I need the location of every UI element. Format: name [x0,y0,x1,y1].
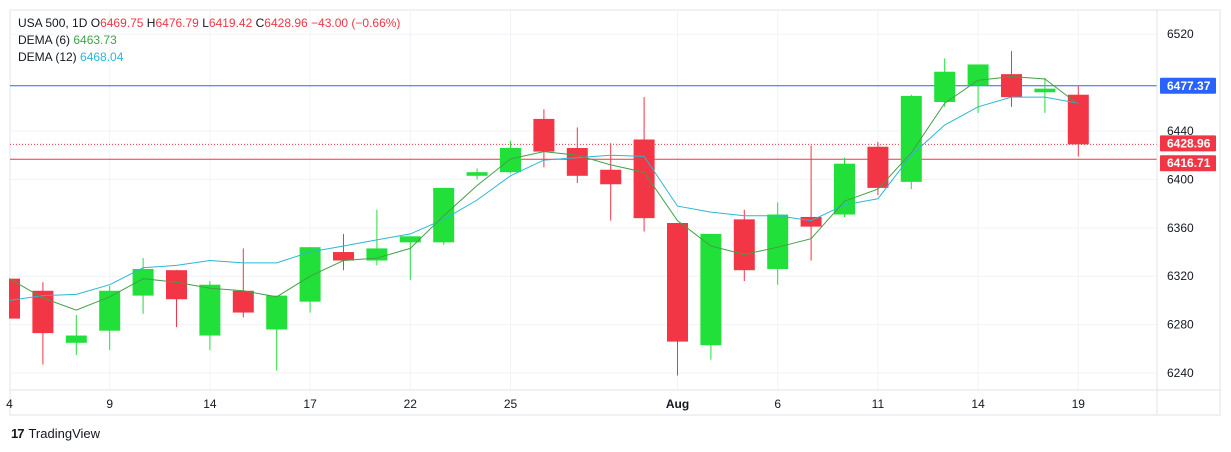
x-tick-label: 17 [303,397,317,411]
open-label: O [90,16,101,30]
x-tick-label: 14 [203,397,217,411]
x-tick-label: 4 [6,397,13,411]
y-tick-label: 6440 [1167,124,1194,138]
price-label-text: 6428.96 [1167,136,1211,150]
change-value: −43.00 (−0.66%) [311,16,401,30]
candle-body [667,222,688,342]
candle-body [10,278,20,319]
dema6-line [9,76,1079,311]
dema12-label: DEMA (12) [18,50,77,64]
candle-body [800,216,822,227]
price-label-bg [1160,135,1216,152]
candle-body [299,247,321,302]
symbol-label: USA 500, 1D [18,16,88,30]
x-tick-label: Aug [666,397,689,411]
candle-body [967,64,989,86]
y-tick-label: 6320 [1167,269,1194,283]
price-label-bg [1160,77,1216,94]
candle-body [600,169,622,185]
candle-body [166,270,187,300]
candle-body [767,214,789,269]
candle-body [65,335,87,343]
dema6-value: 6463.73 [73,33,117,47]
price-label-text: 6416.71 [1167,156,1211,170]
dema-lines [9,76,1079,311]
x-tick-label: 11 [872,397,885,411]
candle-body [366,248,388,261]
y-tick-label: 6360 [1167,221,1194,235]
candle-body [1034,88,1056,93]
candle-body [232,290,254,313]
dema12-row[interactable]: DEMA (12) 6468.04 [18,49,400,66]
dema6-row[interactable]: DEMA (6) 6463.73 [18,32,400,49]
candles [9,51,1089,376]
x-tick-label: 6 [774,397,781,411]
chart-legend: USA 500, 1D O6469.75 H6476.79 L6419.42 C… [18,15,400,66]
candle-body [867,146,889,188]
low-value: 6419.42 [208,16,253,30]
y-tick-label: 6520 [1167,27,1194,41]
open-value: 6469.75 [100,16,144,30]
x-tick-label: 19 [1072,397,1086,411]
price-axis[interactable]: 6240 6280 6320 6360 6400 6440 6520 [1156,10,1194,415]
candle-body [132,268,154,296]
candle-body [99,290,121,331]
y-tick-label: 6400 [1167,172,1194,186]
candle-body [1067,94,1089,145]
close-label: C [255,16,265,30]
high-label: H [146,16,156,30]
candle-body [466,172,488,176]
tradingview-logo-icon: 17 [11,426,25,441]
close-value: 6428.96 [264,16,308,30]
price-label-text: 6477.37 [1167,79,1211,93]
ohlc-row: USA 500, 1D O6469.75 H6476.79 L6419.42 C… [18,15,400,32]
x-tick-label: 22 [404,397,418,411]
candle-body [533,118,555,152]
dema12-line [9,96,1079,301]
candle-body [834,163,855,215]
candle-body [399,236,421,243]
candle-body [333,252,354,261]
tradingview-name: TradingView [28,426,101,441]
candle-body [700,233,722,346]
candle-body [633,139,655,219]
y-tick-label: 6240 [1167,366,1194,380]
candle-body [500,147,521,173]
dema12-value: 6468.04 [80,50,124,64]
x-tick-label: 14 [971,397,985,411]
candle-body [733,219,755,271]
price-labels: 6477.37 6428.96 6416.71 [1160,77,1216,172]
time-axis[interactable]: 4 9 14 17 22 25 Aug 6 11 14 19 [6,389,1220,411]
tradingview-brand[interactable]: 17 TradingView [11,426,100,441]
candle-body [934,71,956,102]
candle-body [266,295,288,330]
y-tick-label: 6280 [1167,318,1194,332]
candle-body [199,284,221,336]
dema6-label: DEMA (6) [18,33,71,47]
x-tick-label: 25 [504,397,518,411]
low-label: L [202,16,209,30]
candle-body [32,290,54,334]
candle-body [566,147,588,176]
candle-body [900,95,922,182]
x-tick-label: 9 [106,397,113,411]
price-label-bg [1160,155,1216,172]
candle-body [1001,74,1022,98]
high-value: 6476.79 [155,16,199,30]
chart-frame [9,9,1221,416]
